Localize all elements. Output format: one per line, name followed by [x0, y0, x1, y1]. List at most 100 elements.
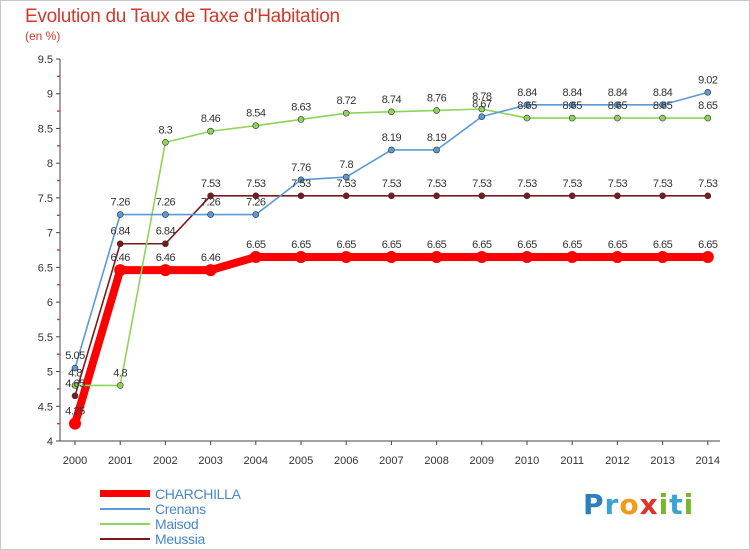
logo-letter: x	[639, 488, 659, 521]
legend-item-charchilla: CHARCHILLA	[100, 485, 241, 502]
data-label-charchilla: 6.65	[336, 239, 356, 251]
data-point-crenans	[207, 211, 214, 218]
data-label-crenans: 8.67	[472, 99, 492, 111]
legend-swatch-charchilla	[100, 490, 150, 497]
logo-letter: r	[604, 488, 620, 521]
data-label-maisod: 8.46	[201, 113, 221, 125]
x-tick-label: 2007	[379, 455, 403, 467]
data-point-crenans	[116, 211, 124, 218]
data-point-crenans	[388, 146, 395, 154]
data-point-meussia	[342, 192, 350, 200]
x-tick-label: 2003	[198, 455, 222, 467]
data-label-meussia: 7.53	[517, 178, 537, 190]
data-label-crenans: 7.26	[110, 197, 130, 209]
data-point-maisod	[614, 114, 621, 122]
data-label-maisod: 8.72	[336, 95, 356, 107]
data-point-charchilla	[430, 250, 443, 263]
data-point-meussia	[388, 192, 395, 200]
data-label-charchilla: 6.65	[562, 239, 582, 251]
data-point-maisod	[388, 108, 395, 116]
data-point-crenans	[252, 211, 260, 218]
legend-item-meussia: Meussia	[100, 530, 206, 547]
data-point-crenans	[568, 101, 576, 109]
data-label-crenans: 8.84	[562, 87, 582, 99]
data-label-maisod: 8.65	[698, 100, 718, 112]
data-point-maisod	[207, 127, 214, 135]
legend-item-crenans: Crenans	[100, 501, 206, 517]
data-label-meussia: 7.53	[472, 178, 492, 190]
data-point-meussia	[659, 192, 666, 200]
data-point-meussia	[116, 240, 124, 248]
data-label-crenans: 8.84	[653, 87, 673, 99]
data-label-crenans: 8.84	[608, 87, 628, 99]
data-label-meussia: 4.65	[65, 378, 85, 390]
data-point-charchilla	[204, 264, 217, 277]
data-point-charchilla	[69, 417, 81, 430]
y-tick-label: 4.5	[38, 401, 53, 413]
data-label-meussia: 6.84	[110, 226, 130, 238]
y-tick-label: 7.5	[38, 193, 53, 205]
data-point-meussia	[568, 192, 576, 200]
data-label-charchilla: 4.25	[65, 406, 85, 418]
data-label-meussia: 7.53	[608, 178, 628, 190]
data-label-meussia: 7.53	[201, 178, 221, 190]
data-point-maisod	[342, 109, 350, 117]
data-label-meussia: 7.53	[698, 178, 718, 190]
series-layer	[69, 89, 714, 430]
data-label-meussia: 6.84	[156, 226, 176, 238]
data-point-maisod	[252, 122, 260, 129]
x-tick-label: 2012	[605, 455, 629, 467]
logo-letter: P	[583, 488, 605, 521]
data-point-maisod	[659, 114, 666, 122]
legend-label-maisod: Maisod	[155, 515, 199, 532]
series-line-charchilla	[71, 252, 708, 425]
data-point-charchilla	[340, 250, 353, 263]
logo-letter: o	[619, 488, 640, 521]
data-label-meussia: 7.53	[291, 178, 311, 190]
data-label-maisod: 8.65	[653, 100, 673, 112]
data-point-meussia	[207, 192, 214, 200]
x-tick-label: 2005	[289, 455, 313, 467]
legend-label-meussia: Meussia	[155, 530, 206, 547]
data-point-charchilla	[249, 250, 262, 263]
y-tick-label: 8	[47, 158, 53, 170]
legend-label-charchilla: CHARCHILLA	[155, 485, 241, 502]
y-tick-label: 6	[47, 297, 53, 309]
data-label-crenans: 7.26	[246, 197, 266, 209]
x-tick-label: 2001	[108, 455, 132, 467]
data-point-maisod	[568, 114, 576, 122]
data-label-crenans: 7.76	[291, 162, 311, 174]
legend-item-maisod: Maisod	[100, 515, 199, 532]
data-point-crenans	[71, 364, 79, 372]
data-point-charchilla	[295, 250, 307, 263]
data-point-maisod	[116, 382, 124, 389]
data-label-maisod: 8.65	[517, 100, 537, 112]
data-point-meussia	[704, 192, 712, 200]
legend-swatch-crenans	[100, 507, 150, 510]
data-label-meussia: 7.53	[427, 178, 447, 190]
chart-subtitle: (en %)	[25, 29, 61, 43]
data-point-crenans	[297, 176, 305, 184]
data-label-maisod: 4.8	[68, 367, 82, 379]
data-point-maisod	[704, 114, 712, 122]
data-label-maisod: 4.8	[113, 367, 127, 379]
data-point-crenans	[433, 146, 440, 154]
x-tick-label: 2009	[470, 455, 494, 467]
legend-swatch-maisod	[100, 522, 150, 525]
axes: 4 4.5 5 5.5 6 6.5 7 7.5 8 8.5 9 9.5 2000 2001 2002 2003…	[38, 54, 720, 467]
logo-letter: i	[658, 488, 670, 521]
logo-letter: i	[683, 488, 695, 521]
data-label-maisod: 8.74	[382, 94, 402, 106]
data-point-maisod	[523, 114, 531, 122]
data-point-crenans	[523, 101, 531, 109]
data-label-maisod: 8.76	[427, 92, 447, 104]
data-label-crenans: 7.8	[339, 159, 353, 171]
x-tick-label: 2014	[696, 455, 720, 467]
data-label-maisod: 8.63	[291, 101, 311, 113]
data-labels: 4.25 6.46 6.46 6.46 6.65 6.65 6.65 6.65 6.65 6.65…	[65, 74, 718, 417]
data-point-meussia	[71, 392, 79, 400]
data-label-meussia: 7.53	[562, 178, 582, 190]
data-label-crenans: 7.26	[156, 197, 176, 209]
